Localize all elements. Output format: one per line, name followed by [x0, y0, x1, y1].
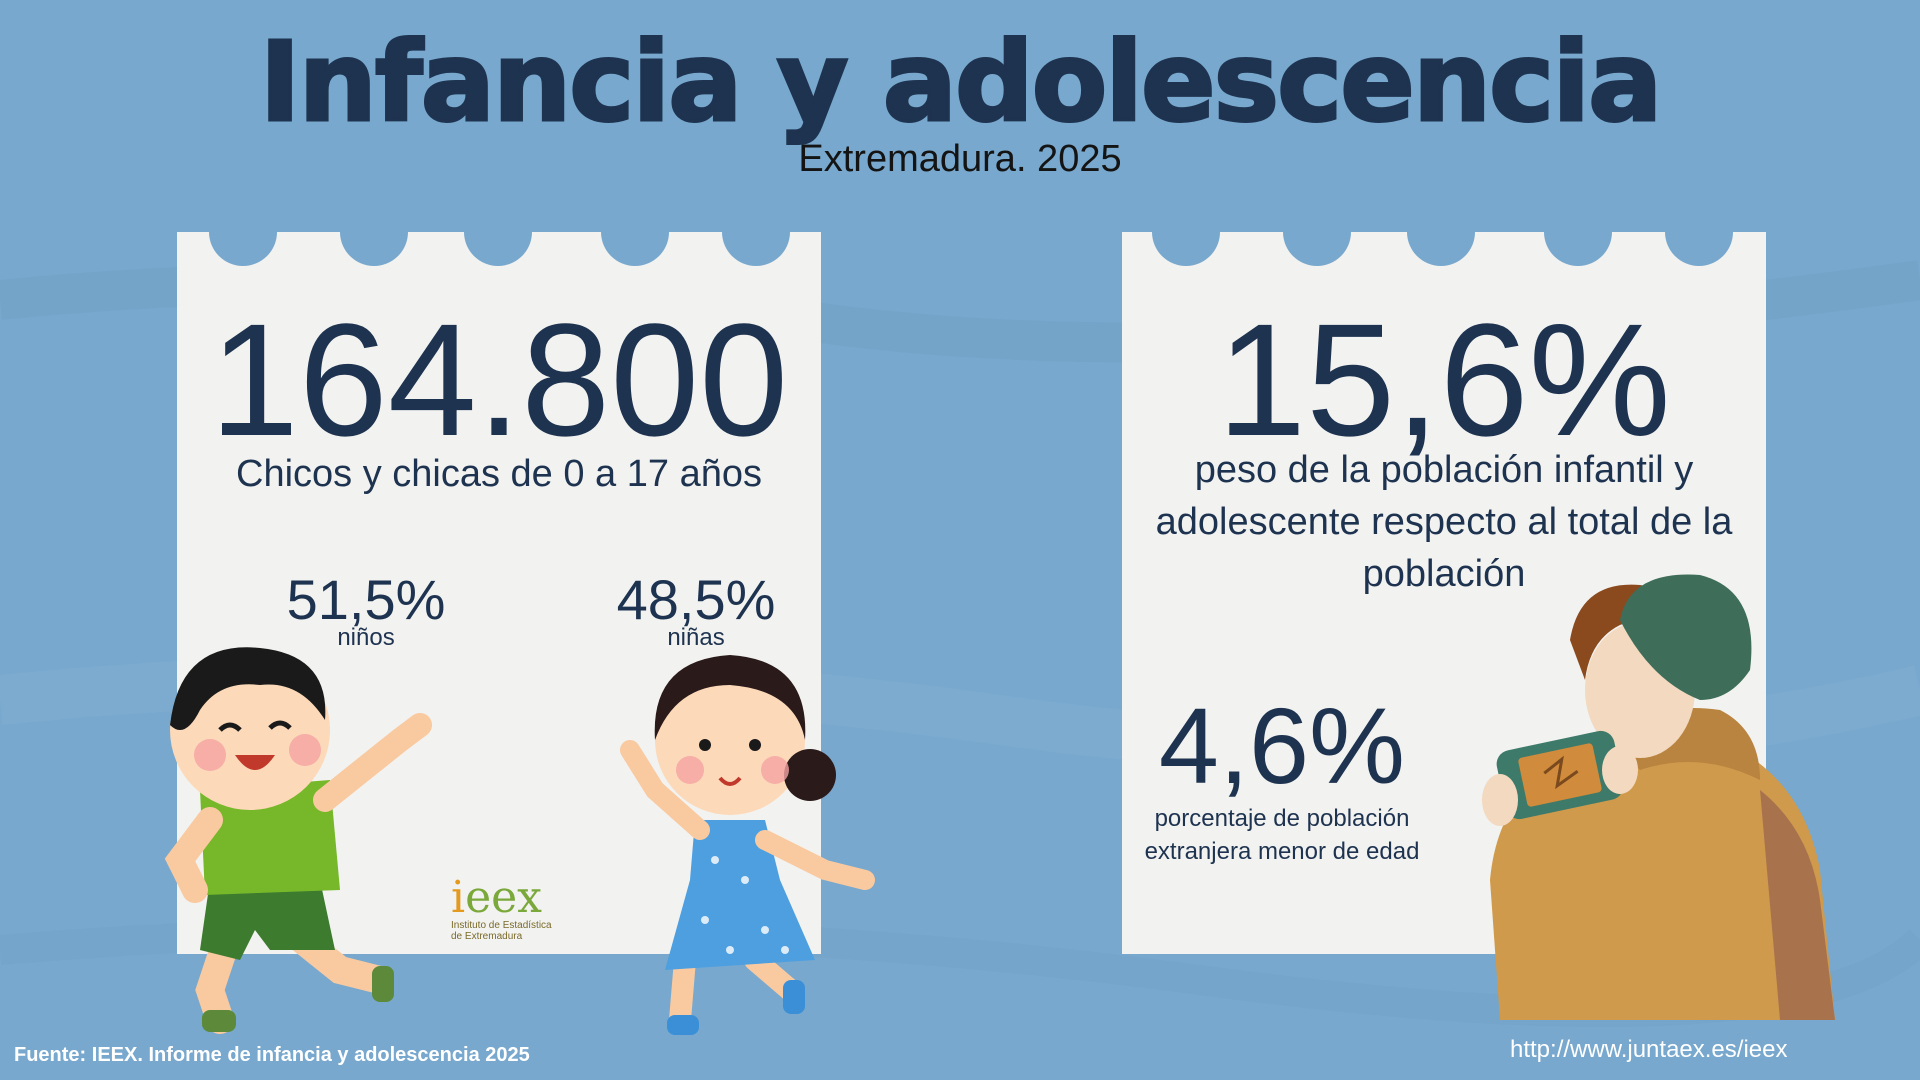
foreign-minors-percentage: 4,6% [1158, 685, 1406, 806]
card-hole [1544, 198, 1612, 266]
boys-label: niños [337, 624, 395, 651]
total-children-value: 164.800 [209, 290, 789, 469]
card-hole [601, 198, 669, 266]
ieex-logo: ieex Instituto de Estadística de Extrema… [451, 872, 552, 943]
foreign-minors-line1: porcentaje de población [1154, 805, 1410, 832]
teen-with-game-console-illustration [1482, 574, 1835, 1020]
card-hole [1283, 198, 1351, 266]
share-description-line3: población [1362, 553, 1526, 595]
card-hole [209, 198, 277, 266]
girls-label: niñas [667, 624, 725, 651]
page-subtitle: Extremadura. 2025 [798, 138, 1122, 180]
card-hole [340, 198, 408, 266]
source-note: Fuente: IEEX. Informe de infancia y adol… [14, 1044, 530, 1066]
share-description-line1: peso de la población infantil y [1194, 449, 1694, 491]
card-hole [722, 198, 790, 266]
card-hole [1152, 198, 1220, 266]
card-hole [1665, 198, 1733, 266]
foreign-minors-line2: extranjera menor de edad [1144, 838, 1420, 865]
child-population-share-value: 15,6% [1217, 290, 1671, 469]
children-count-card: 164.800 Chicos y chicas de 0 a 17 años 5… [177, 198, 821, 954]
boys-percentage: 51,5% [286, 568, 446, 631]
girls-percentage: 48,5% [616, 568, 776, 631]
page-title: Infancia y adolescencia [258, 17, 1664, 148]
dancing-girl-illustration [620, 655, 875, 1035]
population-share-card: 15,6% peso de la población infantil y ad… [1122, 198, 1766, 954]
share-description-line2: adolescente respecto al total de la [1155, 501, 1733, 543]
running-boy-illustration [164, 647, 432, 1034]
source-url-link[interactable]: http://www.juntaex.es/ieex [1510, 1036, 1788, 1063]
card-hole [464, 198, 532, 266]
total-children-label: Chicos y chicas de 0 a 17 años [236, 453, 762, 495]
card-hole [1407, 198, 1475, 266]
